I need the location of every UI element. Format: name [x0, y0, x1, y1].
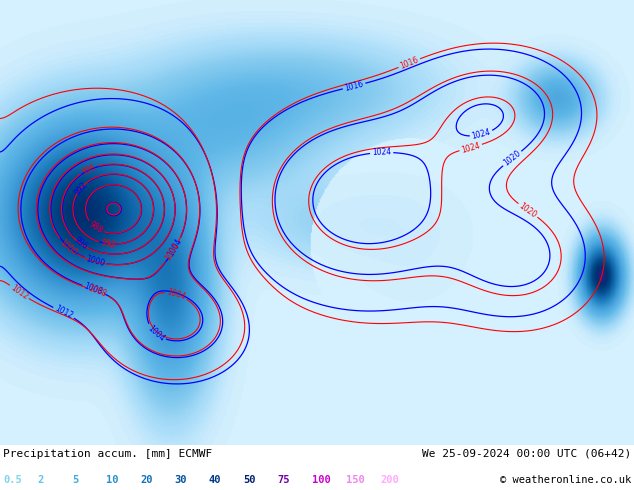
- Text: 1016: 1016: [344, 79, 365, 93]
- Text: 996: 996: [72, 235, 89, 251]
- Text: 50: 50: [243, 475, 256, 485]
- Text: 2: 2: [37, 475, 44, 485]
- Text: 1024: 1024: [471, 128, 492, 141]
- Text: 1012: 1012: [9, 283, 30, 301]
- Text: 1024: 1024: [372, 148, 391, 157]
- Text: 1008: 1008: [87, 284, 108, 299]
- Text: Precipitation accum. [mm] ECMWF: Precipitation accum. [mm] ECMWF: [3, 448, 212, 459]
- Text: 1020: 1020: [502, 149, 522, 168]
- Text: 5: 5: [72, 475, 78, 485]
- Text: 200: 200: [380, 475, 399, 485]
- Text: 992: 992: [100, 238, 116, 250]
- Text: 1016: 1016: [399, 55, 420, 71]
- Text: 100: 100: [312, 475, 330, 485]
- Text: 1020: 1020: [517, 201, 538, 220]
- Text: 1000: 1000: [85, 254, 106, 269]
- Text: 1004: 1004: [165, 287, 186, 302]
- Text: 1012: 1012: [53, 304, 74, 321]
- Text: 996: 996: [81, 162, 98, 176]
- Text: 1000: 1000: [58, 237, 78, 257]
- Text: 75: 75: [278, 475, 290, 485]
- Text: 30: 30: [174, 475, 187, 485]
- Text: 40: 40: [209, 475, 221, 485]
- Text: 1008: 1008: [82, 282, 104, 297]
- Text: 0.5: 0.5: [3, 475, 22, 485]
- Text: © weatheronline.co.uk: © weatheronline.co.uk: [500, 475, 631, 485]
- Text: 992: 992: [73, 180, 89, 197]
- Text: 150: 150: [346, 475, 365, 485]
- Text: 10: 10: [106, 475, 119, 485]
- Text: 1004: 1004: [164, 242, 181, 263]
- Text: We 25-09-2024 00:00 UTC (06+42): We 25-09-2024 00:00 UTC (06+42): [422, 448, 631, 459]
- Text: 988: 988: [87, 220, 104, 235]
- Text: 1004: 1004: [166, 237, 184, 259]
- Text: 20: 20: [140, 475, 153, 485]
- Text: 988: 988: [87, 220, 104, 235]
- Text: 1004: 1004: [146, 323, 166, 343]
- Text: 1024: 1024: [460, 141, 481, 154]
